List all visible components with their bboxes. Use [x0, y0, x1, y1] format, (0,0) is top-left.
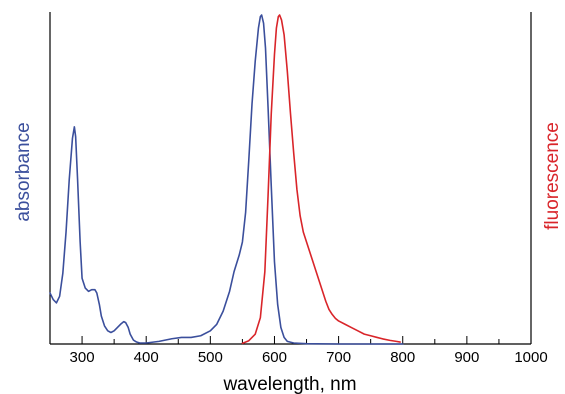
x-tick-label: 900 — [454, 349, 479, 366]
x-tick-label: 600 — [262, 349, 287, 366]
x-tick-label: 400 — [134, 349, 159, 366]
series-line-absorbance — [49, 14, 404, 345]
x-tick-label: 500 — [198, 349, 223, 366]
y-axis-title-fluorescence: fluorescence — [542, 122, 563, 230]
series-line-fluorescence — [241, 14, 401, 345]
x-axis-tick-labels: 300 400 500 600 700 800 900 1000 — [70, 349, 548, 366]
x-tick-label: 1000 — [514, 349, 547, 366]
x-axis-ticks — [49, 336, 532, 344]
series-layer — [49, 14, 404, 345]
x-tick-label: 300 — [70, 349, 95, 366]
y-axis-title-absorbance: absorbance — [13, 122, 34, 221]
plot-frame — [49, 12, 532, 345]
x-tick-label: 700 — [326, 349, 351, 366]
x-axis-title: wavelength, nm — [222, 374, 356, 394]
x-tick-label: 800 — [390, 349, 415, 366]
